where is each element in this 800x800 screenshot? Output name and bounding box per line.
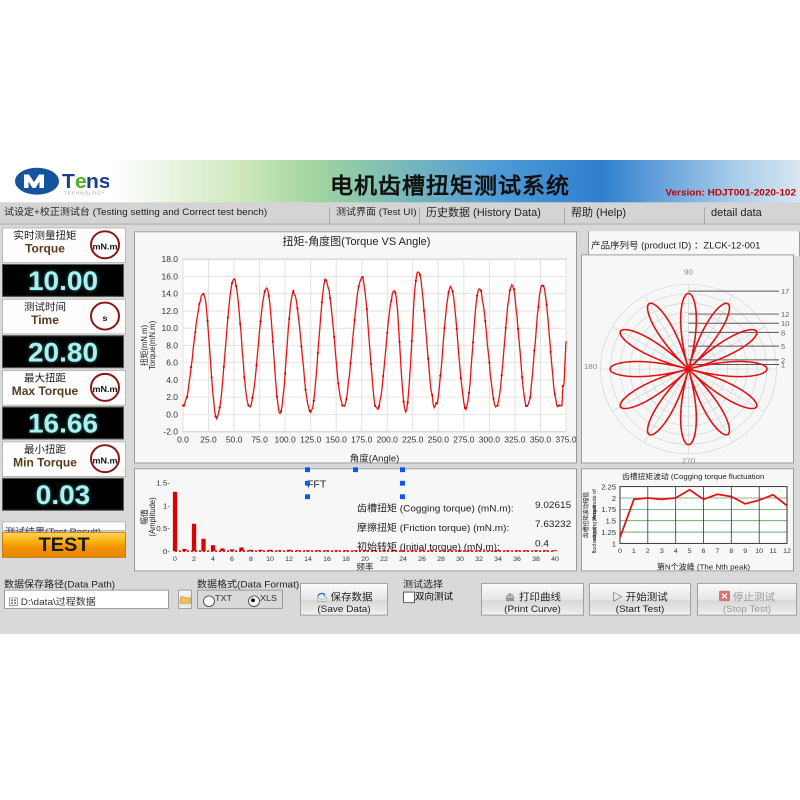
svg-text:12: 12 [781, 310, 789, 319]
svg-text:275.0: 275.0 [453, 434, 475, 444]
svg-text:扭矩-角度图(Torque VS Angle): 扭矩-角度图(Torque VS Angle) [283, 234, 431, 248]
svg-text:2.25: 2.25 [601, 483, 616, 492]
svg-text:0: 0 [173, 556, 177, 563]
svg-text:24: 24 [399, 556, 407, 563]
svg-text:180: 180 [584, 362, 598, 371]
svg-text:第N个波峰 (The Nth peak): 第N个波峰 (The Nth peak) [657, 562, 751, 572]
svg-text:齿槽扭矩波动幅值: 齿槽扭矩波动幅值 [582, 492, 590, 538]
svg-text:8.0: 8.0 [166, 340, 178, 350]
svg-text:5: 5 [688, 548, 692, 555]
svg-text:e: e [75, 170, 87, 193]
svg-text:1-: 1- [163, 502, 170, 511]
svg-text:8: 8 [249, 556, 253, 563]
svg-text:4.0: 4.0 [166, 375, 178, 385]
svg-text:10: 10 [781, 319, 789, 328]
svg-text:2: 2 [781, 356, 785, 365]
svg-text:26: 26 [418, 556, 426, 563]
svg-text:7: 7 [715, 548, 719, 555]
svg-text:9: 9 [743, 548, 747, 555]
svg-text:40: 40 [551, 556, 559, 563]
svg-text:90: 90 [684, 268, 694, 277]
svg-text:2: 2 [612, 494, 616, 503]
svg-text:TECHNOLOGY: TECHNOLOGY [64, 191, 105, 196]
svg-text:18: 18 [342, 556, 350, 563]
svg-text:18.0: 18.0 [161, 254, 178, 264]
svg-text:5: 5 [781, 342, 785, 351]
svg-text:36: 36 [513, 556, 521, 563]
svg-text:1.75: 1.75 [601, 505, 616, 514]
svg-text:250.0: 250.0 [428, 434, 450, 444]
svg-text:25.0: 25.0 [200, 434, 217, 444]
svg-text:6: 6 [702, 548, 706, 555]
svg-text:2: 2 [192, 556, 196, 563]
svg-text:1.25: 1.25 [601, 528, 616, 537]
svg-text:12: 12 [783, 548, 791, 555]
svg-text:0.0: 0.0 [166, 409, 178, 419]
svg-text:14.0: 14.0 [161, 289, 178, 299]
svg-text:150.0: 150.0 [326, 434, 348, 444]
svg-text:角度(Angle): 角度(Angle) [350, 453, 400, 464]
svg-text:22: 22 [380, 556, 388, 563]
svg-text:nsion: nsion [86, 170, 109, 193]
svg-text:0-: 0- [163, 547, 170, 556]
svg-text:8: 8 [729, 548, 733, 555]
svg-text:fluctuation): fluctuation) [592, 527, 598, 554]
svg-text:11: 11 [769, 548, 776, 555]
svg-text:200.0: 200.0 [377, 434, 399, 444]
svg-text:175.0: 175.0 [351, 434, 373, 444]
svg-text:(Amplitude): (Amplitude) [148, 497, 157, 537]
svg-text:1: 1 [632, 548, 636, 555]
svg-text:0.0: 0.0 [177, 434, 189, 444]
svg-text:1.5-: 1.5- [156, 479, 170, 488]
svg-text:4: 4 [674, 548, 678, 555]
svg-text:Torque(mN.m): Torque(mN.m) [148, 320, 157, 370]
svg-text:375.0: 375.0 [555, 434, 577, 444]
svg-text:16: 16 [323, 556, 331, 563]
svg-text:2.0: 2.0 [166, 392, 178, 402]
svg-text:10: 10 [755, 548, 763, 555]
svg-text:8: 8 [781, 328, 785, 337]
svg-text:16.0: 16.0 [161, 272, 178, 282]
svg-text:10.0: 10.0 [161, 323, 178, 333]
svg-text:100.0: 100.0 [274, 434, 296, 444]
svg-text:17: 17 [781, 287, 789, 296]
svg-text:6: 6 [230, 556, 234, 563]
svg-text:14: 14 [304, 556, 312, 563]
svg-text:齿槽扭矩波动 (Cogging torque fluctua: 齿槽扭矩波动 (Cogging torque fluctuation [622, 471, 764, 481]
svg-text:32: 32 [475, 556, 483, 563]
svg-text:0.5-: 0.5- [156, 524, 170, 533]
svg-text:325.0: 325.0 [504, 434, 526, 444]
svg-text:12: 12 [285, 556, 293, 563]
svg-text:10: 10 [266, 556, 274, 563]
svg-text:38: 38 [532, 556, 540, 563]
svg-text:1.5: 1.5 [606, 517, 616, 526]
svg-text:300.0: 300.0 [479, 434, 501, 444]
svg-text:270: 270 [682, 457, 696, 466]
svg-text:225.0: 225.0 [402, 434, 424, 444]
svg-text:350.0: 350.0 [530, 434, 552, 444]
svg-text:T: T [62, 170, 75, 193]
svg-text:30: 30 [456, 556, 464, 563]
svg-text:4: 4 [211, 556, 215, 563]
svg-text:75.0: 75.0 [251, 434, 268, 444]
svg-text:28: 28 [437, 556, 445, 563]
svg-text:1: 1 [612, 539, 616, 548]
svg-text:6.0: 6.0 [166, 358, 178, 368]
svg-text:0: 0 [618, 548, 622, 555]
svg-text:34: 34 [494, 556, 502, 563]
svg-text:频率: 频率 [357, 562, 374, 572]
svg-text:50.0: 50.0 [226, 434, 243, 444]
svg-text:3: 3 [660, 548, 664, 555]
svg-text:2: 2 [646, 548, 650, 555]
svg-text:125.0: 125.0 [300, 434, 322, 444]
svg-text:12.0: 12.0 [161, 306, 178, 316]
